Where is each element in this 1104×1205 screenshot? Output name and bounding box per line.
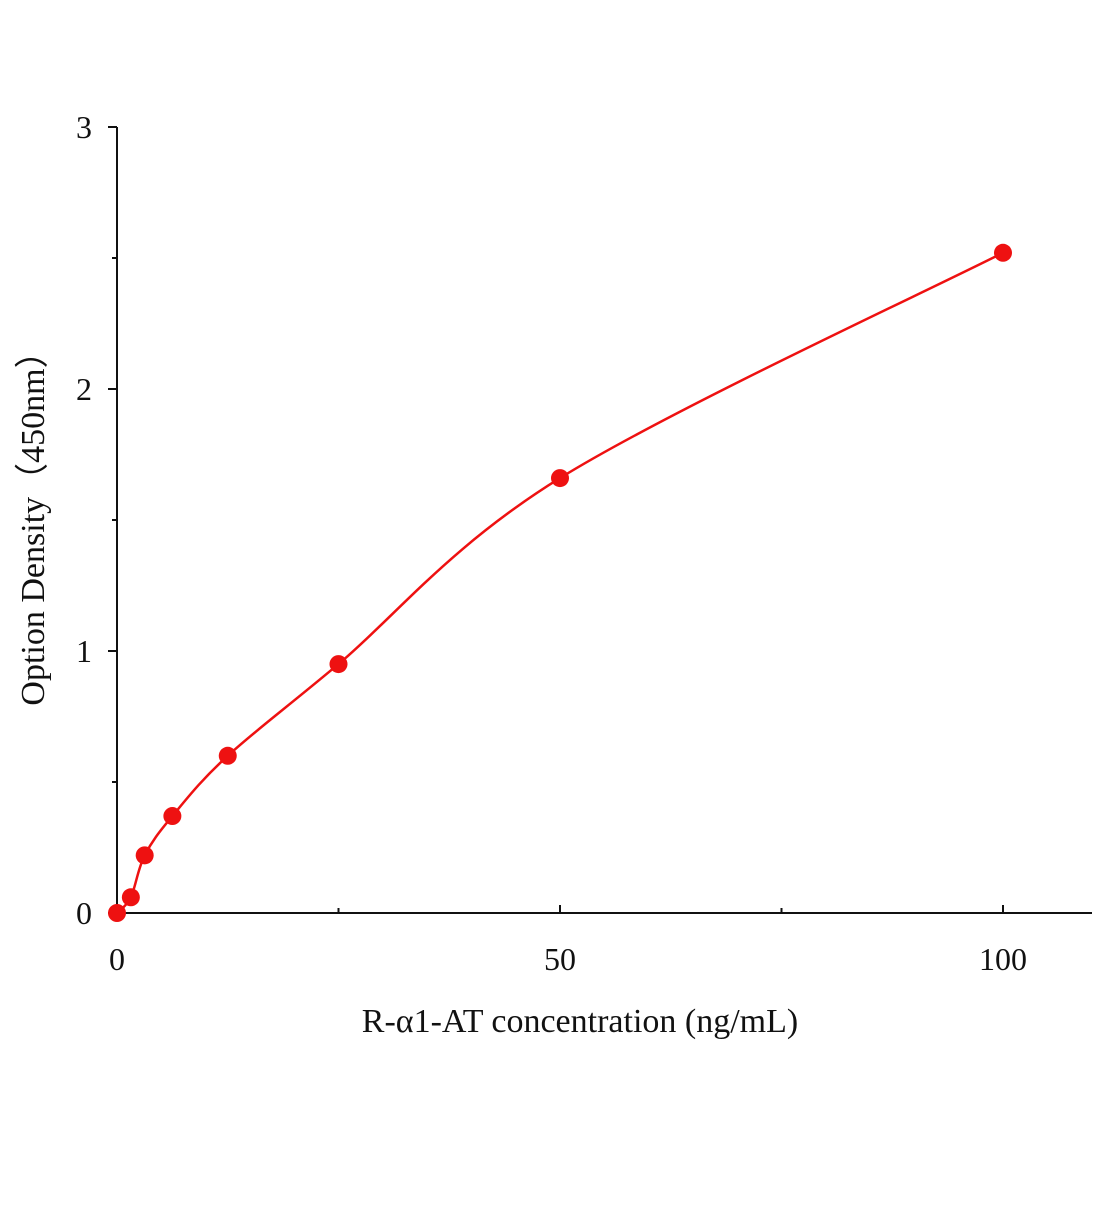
data-point <box>108 904 126 922</box>
x-axis-label: R-α1-AT concentration (ng/mL) <box>362 1003 798 1040</box>
y-axis-label: Option Density（450nm） <box>14 334 52 705</box>
data-point <box>551 469 569 488</box>
x-tick-label: 0 <box>109 941 125 977</box>
data-point <box>121 888 140 907</box>
data-point <box>135 846 154 865</box>
y-tick-label: 1 <box>76 633 92 669</box>
data-point <box>218 746 237 765</box>
data-point <box>329 655 348 674</box>
x-tick-label: 50 <box>544 941 576 977</box>
y-tick-label: 2 <box>76 371 92 407</box>
data-points <box>108 243 1012 922</box>
data-point <box>994 243 1012 262</box>
y-tick-label: 0 <box>76 895 92 931</box>
x-tick-label: 100 <box>979 941 1027 977</box>
y-tick-label: 3 <box>76 109 92 145</box>
fit-curve <box>116 251 1004 914</box>
axes: 0 50 100 0 1 2 3 <box>76 109 1092 977</box>
data-point <box>163 807 182 826</box>
